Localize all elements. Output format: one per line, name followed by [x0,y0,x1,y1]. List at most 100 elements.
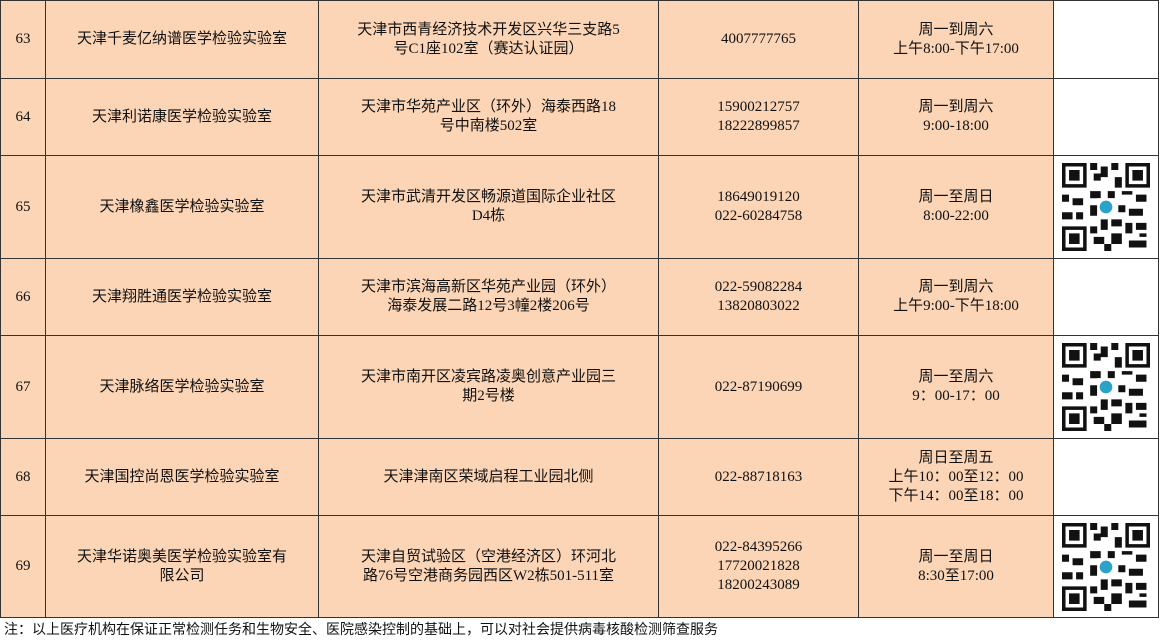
hours: 周一至周六 [918,369,994,385]
phone-cell: 022-87190699 [658,335,859,439]
qr-cell [1053,438,1159,516]
phone: 022-87190699 [714,378,803,395]
hours-cell: 周一到周六 上午9:00-下午18:00 [858,258,1054,336]
address: 天津市华苑产业区（环外）海泰西路18 [360,99,616,115]
address-cell: 天津市南开区凌宾路凌奥创意产业园三 期2号楼 [318,335,659,439]
table-body: 63 天津千麦亿纳谱医学检验实验室 天津市西青经济技术开发区兴华三支路5 号C1座10… [0,0,1159,618]
row-number: 64 [0,78,46,156]
qr-code [1062,163,1150,251]
hours: 9：00-17：00 [912,388,1000,404]
qr-cell [1053,0,1159,79]
address: 天津市滨海高新区华苑产业园（环外） [360,279,616,295]
lab-name: 天津脉络医学检验实验室 [99,378,265,395]
hours-cell: 周一到周六 9:00-18:00 [858,78,1054,156]
phone: 022-88718163 [714,468,803,485]
address-cell: 天津自贸试验区（空港经济区）环河北 路76号空港商务园西区W2栋501-511室 [318,515,659,618]
lab-name: 天津千麦亿纳谱医学检验实验室 [76,31,287,47]
hours: 上午8:00-下午17:00 [893,40,1019,57]
address-cell: 天津市西青经济技术开发区兴华三支路5 号C1座102室（赛达认证园） [318,0,659,79]
row-number: 65 [0,155,46,259]
table-row: 63 天津千麦亿纳谱医学检验实验室 天津市西青经济技术开发区兴华三支路5 号C1座10… [0,0,1159,79]
lab-table: 63 天津千麦亿纳谱医学检验实验室 天津市西青经济技术开发区兴华三支路5 号C1座10… [0,0,1159,618]
phone: 13820803022 [717,298,800,314]
hours-cell: 周一至周日 8:00-22:00 [858,155,1054,259]
address: 号中南楼502室 [439,118,538,134]
hours-cell: 周日至周五上午10：00至12：00 下午14：00至18：00 [858,438,1054,516]
lab-name: 天津国控尚恩医学检验实验室 [84,468,280,485]
lab-name: 限公司 [159,567,205,584]
phone: 18222899857 [717,118,800,134]
phone-cell: 15900212757 18222899857 [658,78,859,156]
phone-cell: 022-59082284 13820803022 [658,258,859,336]
address-cell: 天津津南区荣域启程工业园北侧 [318,438,659,516]
lab-name: 天津橡鑫医学检验实验室 [99,198,265,215]
phone-cell: 022-84395266 17720021828 18200243089 [658,515,859,618]
table-row: 64 天津利诺康医学检验实验室 天津市华苑产业区（环外）海泰西路18 号中南楼502室… [0,78,1159,156]
qr-cell [1053,515,1159,618]
phone: 022-84395266 [714,539,803,555]
hours: 8:30至17:00 [918,567,994,584]
address-cell: 天津市武清开发区畅源道国际企业社区 D4栋 [318,155,659,259]
table-row: 67 天津脉络医学检验实验室 天津市南开区凌宾路凌奥创意产业园三 期2号楼 022-87… [0,335,1159,439]
hours-cell: 周一至周六 9：00-17：00 [858,335,1054,439]
hours: 周一至周日 [918,189,994,205]
qr-code [1062,523,1150,611]
row-number: 69 [0,515,46,618]
address: 期2号楼 [462,388,515,404]
phone-cell: 4007777765 [658,0,859,79]
hours: 周日至周五 [918,449,994,466]
phone-cell: 18649019120 022-60284758 [658,155,859,259]
qr-cell [1053,335,1159,439]
lab-name: 天津华诺奥美医学检验实验室有 [76,548,287,565]
hours: 上午9:00-下午18:00 [893,298,1019,314]
lab-name-cell: 天津脉络医学检验实验室 [45,335,319,439]
lab-name: 天津利诺康医学检验实验室 [91,108,272,125]
phone: 18649019120 [717,189,800,205]
row-number: 63 [0,0,46,79]
address: 天津市武清开发区畅源道国际企业社区 [360,189,616,205]
address: 天津市西青经济技术开发区兴华三支路5 [357,21,620,38]
lab-name-cell: 天津翔胜通医学检验实验室 [45,258,319,336]
phone: 022-60284758 [714,208,803,224]
phone: 18200243089 [717,577,800,593]
table-row: 65 天津橡鑫医学检验实验室 天津市武清开发区畅源道国际企业社区 D4栋 1864901… [0,155,1159,259]
address: 天津自贸试验区（空港经济区）环河北 [360,548,616,565]
address-cell: 天津市滨海高新区华苑产业园（环外） 海泰发展二路12号3幢2楼206号 [318,258,659,336]
table-row: 68 天津国控尚恩医学检验实验室 天津津南区荣域启程工业园北侧 022-8871816… [0,438,1159,516]
phone: 4007777765 [721,31,796,47]
phone: 15900212757 [717,99,800,115]
lab-name-cell: 天津国控尚恩医学检验实验室 [45,438,319,516]
hours: 8:00-22:00 [923,208,989,224]
lab-name-cell: 天津利诺康医学检验实验室 [45,78,319,156]
address-cell: 天津市华苑产业区（环外）海泰西路18 号中南楼502室 [318,78,659,156]
qr-cell [1053,78,1159,156]
footnote: 注：以上医疗机构在保证正常检测任务和生物安全、医院感染控制的基础上，可以对社会提… [4,623,718,638]
qr-cell [1053,258,1159,336]
lab-name: 天津翔胜通医学检验实验室 [91,288,272,305]
phone: 022-59082284 [714,279,803,295]
row-number: 67 [0,335,46,439]
hours: 上午10：00至12：00 [888,468,1024,485]
phone-cell: 022-88718163 [658,438,859,516]
hours-cell: 周一到周六上午8:00-下午17:00 [858,0,1054,79]
hours: 周一至周日 [918,548,994,565]
hours: 周一到周六 [918,99,994,115]
table-row: 69 天津华诺奥美医学检验实验室有 限公司 天津自贸试验区（空港经济区）环河北 路76号… [0,515,1159,618]
lab-name-cell: 天津华诺奥美医学检验实验室有 限公司 [45,515,319,618]
hours: 周一到周六 [918,21,994,38]
hours-cell: 周一至周日 8:30至17:00 [858,515,1054,618]
row-number: 68 [0,438,46,516]
address: 海泰发展二路12号3幢2楼206号 [387,298,590,314]
lab-name-cell: 天津千麦亿纳谱医学检验实验室 [45,0,319,79]
hours: 9:00-18:00 [923,118,989,134]
table-row: 66 天津翔胜通医学检验实验室 天津市滨海高新区华苑产业园（环外） 海泰发展二路12号… [0,258,1159,336]
address: 路76号空港商务园西区W2栋501-511室 [362,567,615,584]
qr-cell [1053,155,1159,259]
address: D4栋 [471,208,506,224]
row-number: 66 [0,258,46,336]
hours: 下午14：00至18：00 [888,487,1024,504]
phone: 17720021828 [717,558,800,574]
address: 天津市南开区凌宾路凌奥创意产业园三 [360,369,616,385]
qr-code [1062,343,1150,431]
